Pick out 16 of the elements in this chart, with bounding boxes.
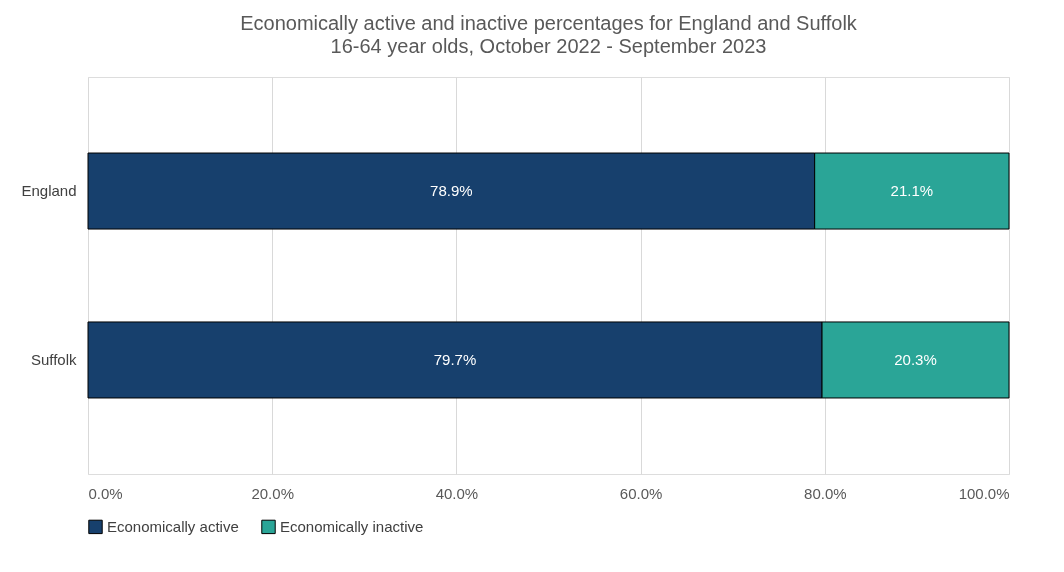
x-tick-label: 0.0% [88, 484, 123, 502]
x-tick-label: 60.0% [619, 484, 663, 502]
chart-subtitle: 16-64 year olds, October 2022 - September 2023 [330, 35, 767, 57]
data-label: 20.3% [894, 350, 937, 368]
data-label: 79.7% [433, 350, 477, 368]
y-tick-label: England [21, 182, 77, 200]
legend-label: Economically active [107, 517, 239, 535]
data-label: 78.9% [430, 182, 473, 200]
data-label: 21.1% [890, 182, 934, 200]
chart-title: Economically active and inactive percentages for England and Suffolk [240, 12, 858, 34]
x-tick-label: 20.0% [251, 484, 294, 502]
legend-label: Economically inactive [280, 517, 424, 535]
x-tick-label: 40.0% [435, 484, 479, 502]
x-tick-label: 80.0% [804, 484, 847, 502]
y-tick-label: Suffolk [30, 350, 77, 368]
x-tick-label: 100.0% [958, 484, 1010, 502]
